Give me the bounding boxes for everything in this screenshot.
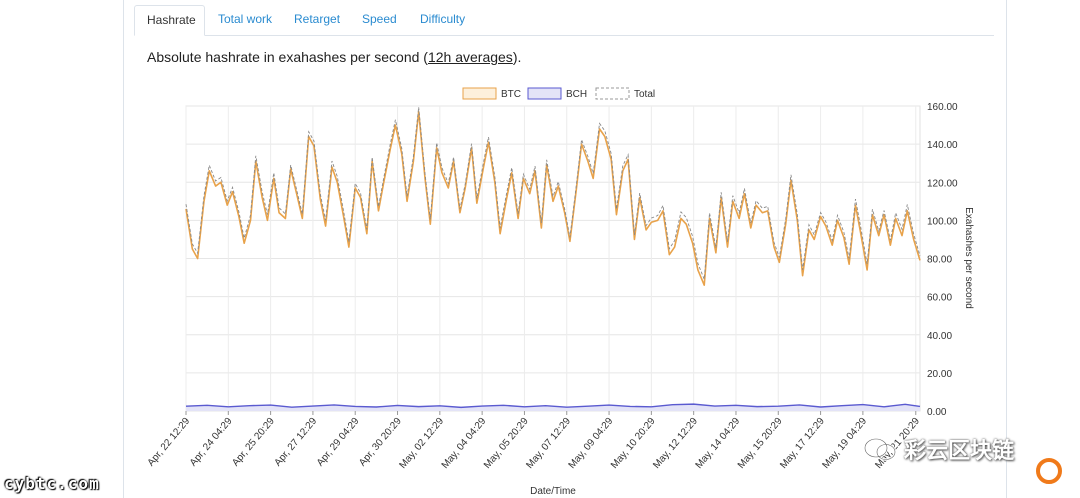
tab-retarget[interactable]: Retarget: [294, 12, 341, 26]
x-axis-title: Date/Time: [530, 486, 576, 497]
y-tick-label: 0.00: [927, 407, 947, 418]
legend-swatch-total: [595, 87, 630, 100]
legend-label: BCH: [566, 89, 587, 100]
x-tick-label: May, 04 04:29: [440, 416, 489, 471]
y-tick-label: 100.00: [927, 216, 958, 227]
averages-link[interactable]: 12h averages: [427, 49, 513, 65]
legend-swatch-btc: [462, 87, 497, 100]
description-suffix: ).: [512, 49, 522, 65]
y-axis-title: Exahashes per second: [963, 207, 974, 309]
x-tick-label: May, 12 12:29: [651, 416, 700, 471]
x-tick-label: May, 17 12:29: [778, 416, 827, 471]
watermark-wechat: 彩云区块链: [862, 432, 1014, 466]
chart-description: Absolute hashrate in exahashes per secon…: [147, 49, 521, 65]
x-tick-label: May, 15 20:29: [736, 416, 785, 471]
x-tick-label: May, 07 12:29: [524, 416, 573, 471]
legend-label: Total: [634, 89, 655, 100]
watermark-wechat-text: 彩云区块链: [904, 439, 1015, 464]
watermark-site: cybtc.com: [4, 474, 100, 493]
series-line-bch: [185, 403, 921, 409]
x-tick-label: Apr, 29 04:29: [315, 416, 362, 469]
tab-total-work[interactable]: Total work: [218, 12, 273, 26]
x-tick-label: May, 10 20:29: [609, 416, 658, 471]
y-tick-label: 20.00: [927, 369, 952, 380]
y-tick-label: 160.00: [927, 102, 958, 113]
tab-difficulty[interactable]: Difficulty: [420, 12, 466, 26]
y-tick-label: 120.00: [927, 178, 958, 189]
tab-speed[interactable]: Speed: [362, 12, 397, 26]
x-tick-label: Apr, 25 20:29: [230, 416, 277, 469]
description-prefix: Absolute hashrate in exahashes per secon…: [147, 49, 428, 65]
orange-ring-icon: [1036, 458, 1062, 484]
legend-label: BTC: [501, 89, 521, 100]
tab-hashrate[interactable]: Hashrate: [134, 5, 205, 36]
series-line-total: [185, 107, 921, 280]
x-tick-label: Apr, 30 20:29: [357, 416, 404, 469]
x-tick-label: May, 14 04:29: [694, 416, 743, 471]
x-tick-label: Apr, 22 12:29: [146, 416, 193, 469]
legend-swatch-bch: [527, 87, 562, 100]
y-tick-label: 80.00: [927, 255, 952, 266]
y-tick-label: 60.00: [927, 293, 952, 304]
x-tick-label: May, 02 12:29: [397, 416, 446, 471]
y-tick-label: 40.00: [927, 331, 952, 342]
tab-bar: Hashrate Total work Retarget Speed Diffi…: [134, 5, 994, 36]
x-tick-label: Apr, 27 12:29: [273, 416, 320, 469]
wechat-icon: [863, 437, 897, 461]
y-tick-label: 140.00: [927, 140, 958, 151]
x-tick-label: May, 09 04:29: [567, 416, 616, 471]
x-tick-label: Apr, 24 04:29: [188, 416, 235, 469]
x-tick-label: May, 05 20:29: [482, 416, 531, 471]
